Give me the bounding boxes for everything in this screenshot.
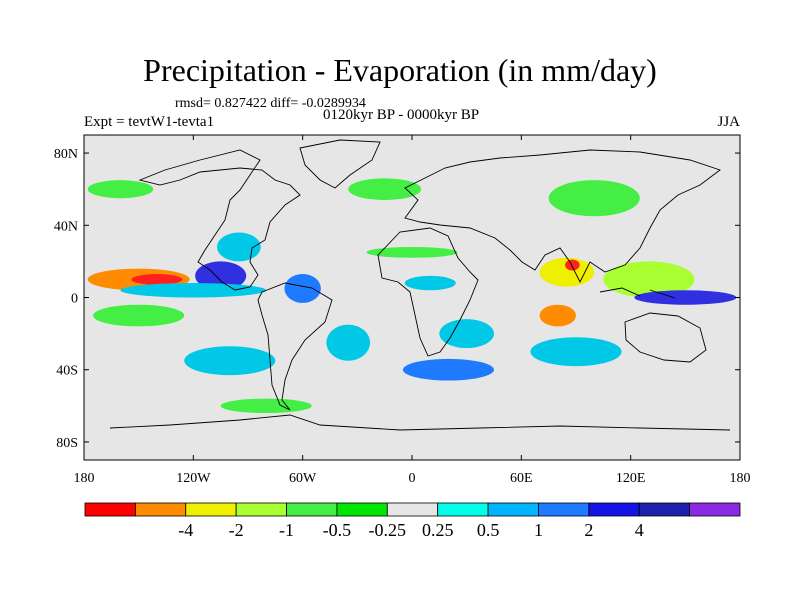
field-region-20 xyxy=(402,358,495,381)
colorbar-label-2: -2 xyxy=(229,520,244,540)
field-region-8 xyxy=(326,324,371,361)
field-region-16 xyxy=(603,261,695,298)
colorbar-label-3: -1 xyxy=(279,520,294,540)
coastline-australia xyxy=(624,312,707,363)
colorbar-label-4: -0.5 xyxy=(323,520,352,540)
colorbar-box-6 xyxy=(336,502,388,517)
chart-title: Precipitation - Evaporation (in mm/day) xyxy=(143,52,657,88)
coastline-africa xyxy=(377,227,479,357)
field-region-21 xyxy=(184,346,276,376)
field-region-13 xyxy=(439,319,494,349)
latitude-ticks: 80N 40N 0 40S 80S xyxy=(54,147,740,451)
field-region-23 xyxy=(220,398,312,414)
lon-tick-label-2: 120W xyxy=(176,471,211,486)
colorbar-label-7: 0.5 xyxy=(477,520,500,540)
field-region-7 xyxy=(284,274,321,303)
colorbar-box-8 xyxy=(437,502,489,517)
field-region-15 xyxy=(565,259,580,271)
colorbar-label-9: 2 xyxy=(584,520,593,540)
lon-tick-label-5: 60E xyxy=(510,471,533,486)
field-region-12 xyxy=(366,246,458,258)
field-region-19 xyxy=(530,337,622,367)
period-text: 0120kyr BP - 0000kyr BP xyxy=(323,107,480,123)
stats-text: rmsd= 0.827422 diff= -0.0289934 xyxy=(175,96,366,111)
coastline-north-america xyxy=(138,149,301,291)
field-region-14 xyxy=(539,257,595,287)
field-region-6 xyxy=(217,232,261,262)
colorbar-box-11 xyxy=(588,502,640,517)
colorbar-label-10: 4 xyxy=(635,520,644,540)
coastlines xyxy=(109,139,731,431)
colorbar-box-3 xyxy=(185,502,237,517)
colorbar-box-1 xyxy=(84,502,136,517)
lat-tick-label-4: 40S xyxy=(56,364,78,379)
coastline-maritime-continent xyxy=(599,287,676,299)
colorbar-box-2 xyxy=(134,502,187,517)
lon-tick-label-7: 180 xyxy=(730,471,751,486)
field-region-4 xyxy=(120,283,267,298)
lon-tick-label-1: 180 xyxy=(74,471,95,486)
lat-tick-label-3: 0 xyxy=(71,292,78,307)
lat-tick-label-1: 80N xyxy=(54,147,78,162)
lat-tick-label-2: 40N xyxy=(54,219,78,234)
colorbar-label-1: -4 xyxy=(178,520,193,540)
lat-tick-label-5: 80S xyxy=(56,436,78,451)
map-regions xyxy=(87,178,737,414)
lon-tick-label-4: 0 xyxy=(409,471,416,486)
field-region-2 xyxy=(131,274,183,285)
coastline-eurasia xyxy=(404,149,721,284)
colorbar: -4 -2 -1 -0.5 -0.25 0.25 0.5 1 2 4 xyxy=(84,502,741,540)
experiment-label: Expt = tevtW1-tevta1 xyxy=(84,114,215,130)
field-region-11 xyxy=(404,275,456,291)
field-region-22 xyxy=(548,180,640,217)
colorbar-label-6: 0.25 xyxy=(422,520,454,540)
coastline-south-america xyxy=(257,282,333,411)
field-region-9 xyxy=(348,178,422,201)
colorbar-box-7 xyxy=(386,502,439,517)
colorbar-box-13 xyxy=(689,502,741,517)
season-label: JJA xyxy=(717,114,740,130)
field-region-5 xyxy=(93,304,185,327)
field-region-17 xyxy=(634,290,737,305)
field-region-18 xyxy=(539,304,576,327)
lon-tick-label-3: 60W xyxy=(289,471,317,486)
longitude-ticks: 180 120W 60W 0 60E 120E 180 xyxy=(74,135,751,486)
colorbar-label-8: 1 xyxy=(534,520,543,540)
colorbar-box-12 xyxy=(638,502,691,517)
colorbar-box-9 xyxy=(487,502,539,517)
lon-tick-label-6: 120E xyxy=(616,471,646,486)
coastline-antarctica xyxy=(109,414,731,431)
colorbar-box-5 xyxy=(286,502,338,517)
field-region-10 xyxy=(87,180,154,199)
colorbar-box-4 xyxy=(235,502,287,517)
coastline-greenland xyxy=(299,139,381,189)
colorbar-label-5: -0.25 xyxy=(369,520,407,540)
colorbar-box-10 xyxy=(538,502,590,517)
